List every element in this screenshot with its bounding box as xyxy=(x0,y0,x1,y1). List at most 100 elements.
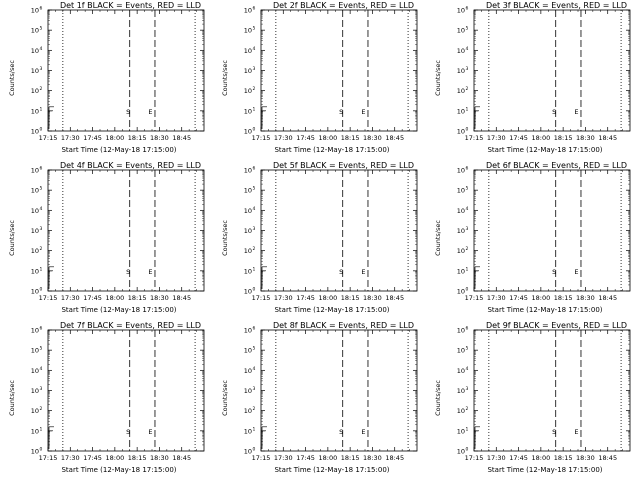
x-tick-label: 18:00 xyxy=(318,134,337,142)
y-tick-label-exp: 1 xyxy=(253,426,256,432)
y-axis-label: Counts/sec xyxy=(8,220,16,256)
y-tick-label-exp: 6 xyxy=(40,326,43,332)
detector-panel-5: 17:15 17:30 17:45 18:00 18:15 18:30 18:45 10 0 10… xyxy=(213,160,426,320)
panel-title: Det 5f BLACK = Events, RED = LLD xyxy=(272,161,415,170)
y-tick-label-base: 10 xyxy=(244,407,252,415)
y-axis-label: Counts/sec xyxy=(434,380,442,416)
y-tick-label-base: 10 xyxy=(457,367,465,375)
panel-title: Det 4f BLACK = Events, RED = LLD xyxy=(59,161,202,170)
x-tick-label: 18:15 xyxy=(554,134,573,142)
axis-edge-marker xyxy=(48,426,54,449)
y-tick-label-exp: 3 xyxy=(466,66,469,72)
y-tick-label-base: 10 xyxy=(457,27,465,35)
y-tick-label-exp: 1 xyxy=(40,106,43,112)
x-tick-label: 17:45 xyxy=(83,294,102,302)
marker-s: S xyxy=(126,428,130,436)
x-axis-label: Start Time (12-May-18 17:15:00) xyxy=(487,146,603,154)
x-tick-label: 17:15 xyxy=(252,454,271,462)
y-tick-label-base: 10 xyxy=(31,187,39,195)
y-tick-label-base: 10 xyxy=(457,107,465,115)
y-tick-label-exp: 3 xyxy=(466,386,469,392)
x-axis-label: Start Time (12-May-18 17:15:00) xyxy=(61,146,177,154)
y-tick-label-base: 10 xyxy=(244,267,252,275)
x-tick-label: 17:45 xyxy=(296,134,315,142)
x-tick-label: 18:15 xyxy=(128,134,147,142)
y-tick-label-base: 10 xyxy=(244,288,252,296)
y-tick-label-exp: 5 xyxy=(40,346,43,352)
x-tick-label: 17:15 xyxy=(465,294,484,302)
marker-s: S xyxy=(552,268,556,276)
y-tick-label-exp: 6 xyxy=(253,6,256,12)
x-tick-label: 17:30 xyxy=(487,294,506,302)
marker-e: E xyxy=(574,428,578,436)
x-tick-label: 18:00 xyxy=(318,454,337,462)
y-tick-label-exp: 5 xyxy=(40,26,43,32)
x-tick-label: 18:15 xyxy=(128,454,147,462)
y-tick-label-exp: 1 xyxy=(40,266,43,272)
y-tick-label-exp: 0 xyxy=(466,127,469,133)
y-tick-label-exp: 3 xyxy=(253,66,256,72)
x-tick-label: 18:00 xyxy=(531,134,550,142)
y-tick-label-base: 10 xyxy=(31,247,39,255)
y-tick-label-exp: 0 xyxy=(40,287,43,293)
y-tick-label-exp: 0 xyxy=(253,447,256,453)
y-tick-label-exp: 3 xyxy=(40,66,43,72)
y-axis-label: Counts/sec xyxy=(434,60,442,96)
y-tick-label-base: 10 xyxy=(244,427,252,435)
y-tick-label-exp: 2 xyxy=(466,246,469,252)
x-axis-label: Start Time (12-May-18 17:15:00) xyxy=(487,306,603,314)
y-tick-label-base: 10 xyxy=(244,128,252,136)
axis-edge-marker xyxy=(48,266,54,289)
y-tick-label-exp: 1 xyxy=(466,266,469,272)
y-tick-label-exp: 2 xyxy=(253,246,256,252)
y-tick-label-base: 10 xyxy=(31,167,39,175)
x-tick-label: 18:15 xyxy=(554,454,573,462)
y-axis-label: Counts/sec xyxy=(221,60,229,96)
x-tick-label: 18:45 xyxy=(172,454,191,462)
x-tick-label: 17:15 xyxy=(39,454,58,462)
y-tick-label-base: 10 xyxy=(457,247,465,255)
y-tick-label-exp: 3 xyxy=(466,226,469,232)
y-tick-label-exp: 2 xyxy=(40,86,43,92)
y-tick-label-exp: 2 xyxy=(40,406,43,412)
detector-panel-2: 17:15 17:30 17:45 18:00 18:15 18:30 18:45 10 0 10… xyxy=(213,0,426,160)
y-tick-label-base: 10 xyxy=(31,407,39,415)
y-tick-label-exp: 3 xyxy=(253,386,256,392)
y-tick-label-base: 10 xyxy=(31,107,39,115)
y-tick-label-base: 10 xyxy=(457,427,465,435)
y-tick-label-base: 10 xyxy=(244,448,252,456)
y-tick-label-exp: 4 xyxy=(253,366,256,372)
y-axis-label: Counts/sec xyxy=(8,380,16,416)
x-tick-label: 18:30 xyxy=(576,134,595,142)
y-tick-label-base: 10 xyxy=(31,47,39,55)
marker-s: S xyxy=(339,428,343,436)
y-tick-label-base: 10 xyxy=(31,427,39,435)
x-tick-label: 18:30 xyxy=(576,454,595,462)
y-tick-label-base: 10 xyxy=(31,87,39,95)
x-tick-label: 17:15 xyxy=(465,454,484,462)
x-tick-label: 17:15 xyxy=(252,134,271,142)
y-tick-label-exp: 4 xyxy=(466,366,469,372)
y-tick-label-base: 10 xyxy=(244,67,252,75)
y-tick-label-base: 10 xyxy=(244,87,252,95)
x-tick-label: 18:15 xyxy=(554,294,573,302)
x-tick-label: 18:45 xyxy=(172,134,191,142)
y-axis-label: Counts/sec xyxy=(8,60,16,96)
x-tick-label: 17:15 xyxy=(39,294,58,302)
y-tick-label-exp: 2 xyxy=(466,86,469,92)
y-tick-label-base: 10 xyxy=(244,327,252,335)
y-tick-label-exp: 4 xyxy=(40,366,43,372)
y-tick-label-exp: 1 xyxy=(466,106,469,112)
x-tick-label: 17:30 xyxy=(487,134,506,142)
x-tick-label: 18:30 xyxy=(150,134,169,142)
x-tick-label: 17:30 xyxy=(274,134,293,142)
x-tick-label: 17:45 xyxy=(83,134,102,142)
y-tick-label-exp: 4 xyxy=(253,46,256,52)
marker-e: E xyxy=(361,428,365,436)
x-axis-label: Start Time (12-May-18 17:15:00) xyxy=(274,306,390,314)
